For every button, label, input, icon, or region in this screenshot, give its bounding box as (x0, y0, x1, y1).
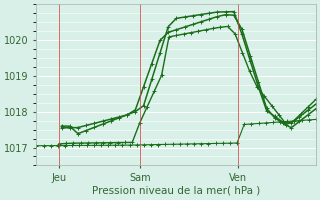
X-axis label: Pression niveau de la mer( hPa ): Pression niveau de la mer( hPa ) (92, 186, 260, 196)
